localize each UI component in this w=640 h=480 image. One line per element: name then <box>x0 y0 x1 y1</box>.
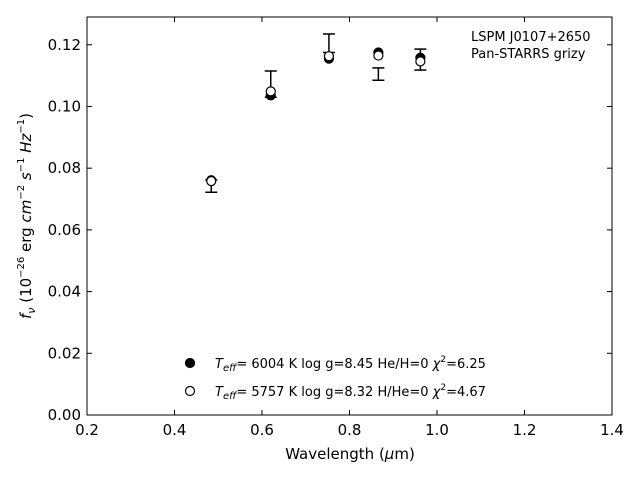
y-tick-label: 0.08 <box>48 159 81 177</box>
x-tick-label: 1.2 <box>513 421 537 439</box>
survey-label: Pan-STARRS grizy <box>471 47 586 62</box>
x-tick-label: 0.2 <box>75 421 99 439</box>
x-axis-label: Wavelength (μm) <box>285 445 415 463</box>
x-tick-label: 1.4 <box>600 421 624 439</box>
x-tick-label: 0.4 <box>163 421 187 439</box>
legend-marker-open <box>184 385 196 397</box>
x-tick-label: 1.0 <box>425 421 449 439</box>
legend-entry-1: Teff= 6004 K log g=8.45 He/H=0 χ2=6.25 <box>215 355 486 374</box>
y-axis-label: fν (10−26 erg cm−2 s−1 Hz−1) <box>16 113 38 319</box>
target-name-label: LSPM J0107+2650 <box>471 30 591 45</box>
y-tick-label: 0.12 <box>48 36 81 54</box>
plot-area: 0.2 0.4 0.6 0.8 1.0 1.2 1.4 0.00 0.02 0.04 0.06 0.0… <box>48 16 624 439</box>
y-tick-label: 0.10 <box>48 97 81 115</box>
y-tick-label: 0.04 <box>48 283 81 301</box>
model-point-open <box>415 56 426 67</box>
legend-entry-2: Teff= 5757 K log g=8.32 H/He=0 χ2=4.67 <box>215 383 486 402</box>
model-point-open <box>206 176 217 187</box>
x-tick-label: 0.8 <box>338 421 362 439</box>
y-tick-label: 0.02 <box>48 344 81 362</box>
y-tick-label: 0.00 <box>48 406 81 424</box>
model-point-open <box>265 86 276 97</box>
legend: Teff= 6004 K log g=8.45 He/H=0 χ2=6.25 T… <box>184 355 486 402</box>
y-tick-label: 0.06 <box>48 221 81 239</box>
model-point-open <box>373 50 384 61</box>
model-point-open <box>323 51 335 62</box>
x-tick-label: 0.6 <box>250 421 274 439</box>
legend-marker-filled <box>184 357 196 369</box>
plot-frame <box>86 16 613 416</box>
